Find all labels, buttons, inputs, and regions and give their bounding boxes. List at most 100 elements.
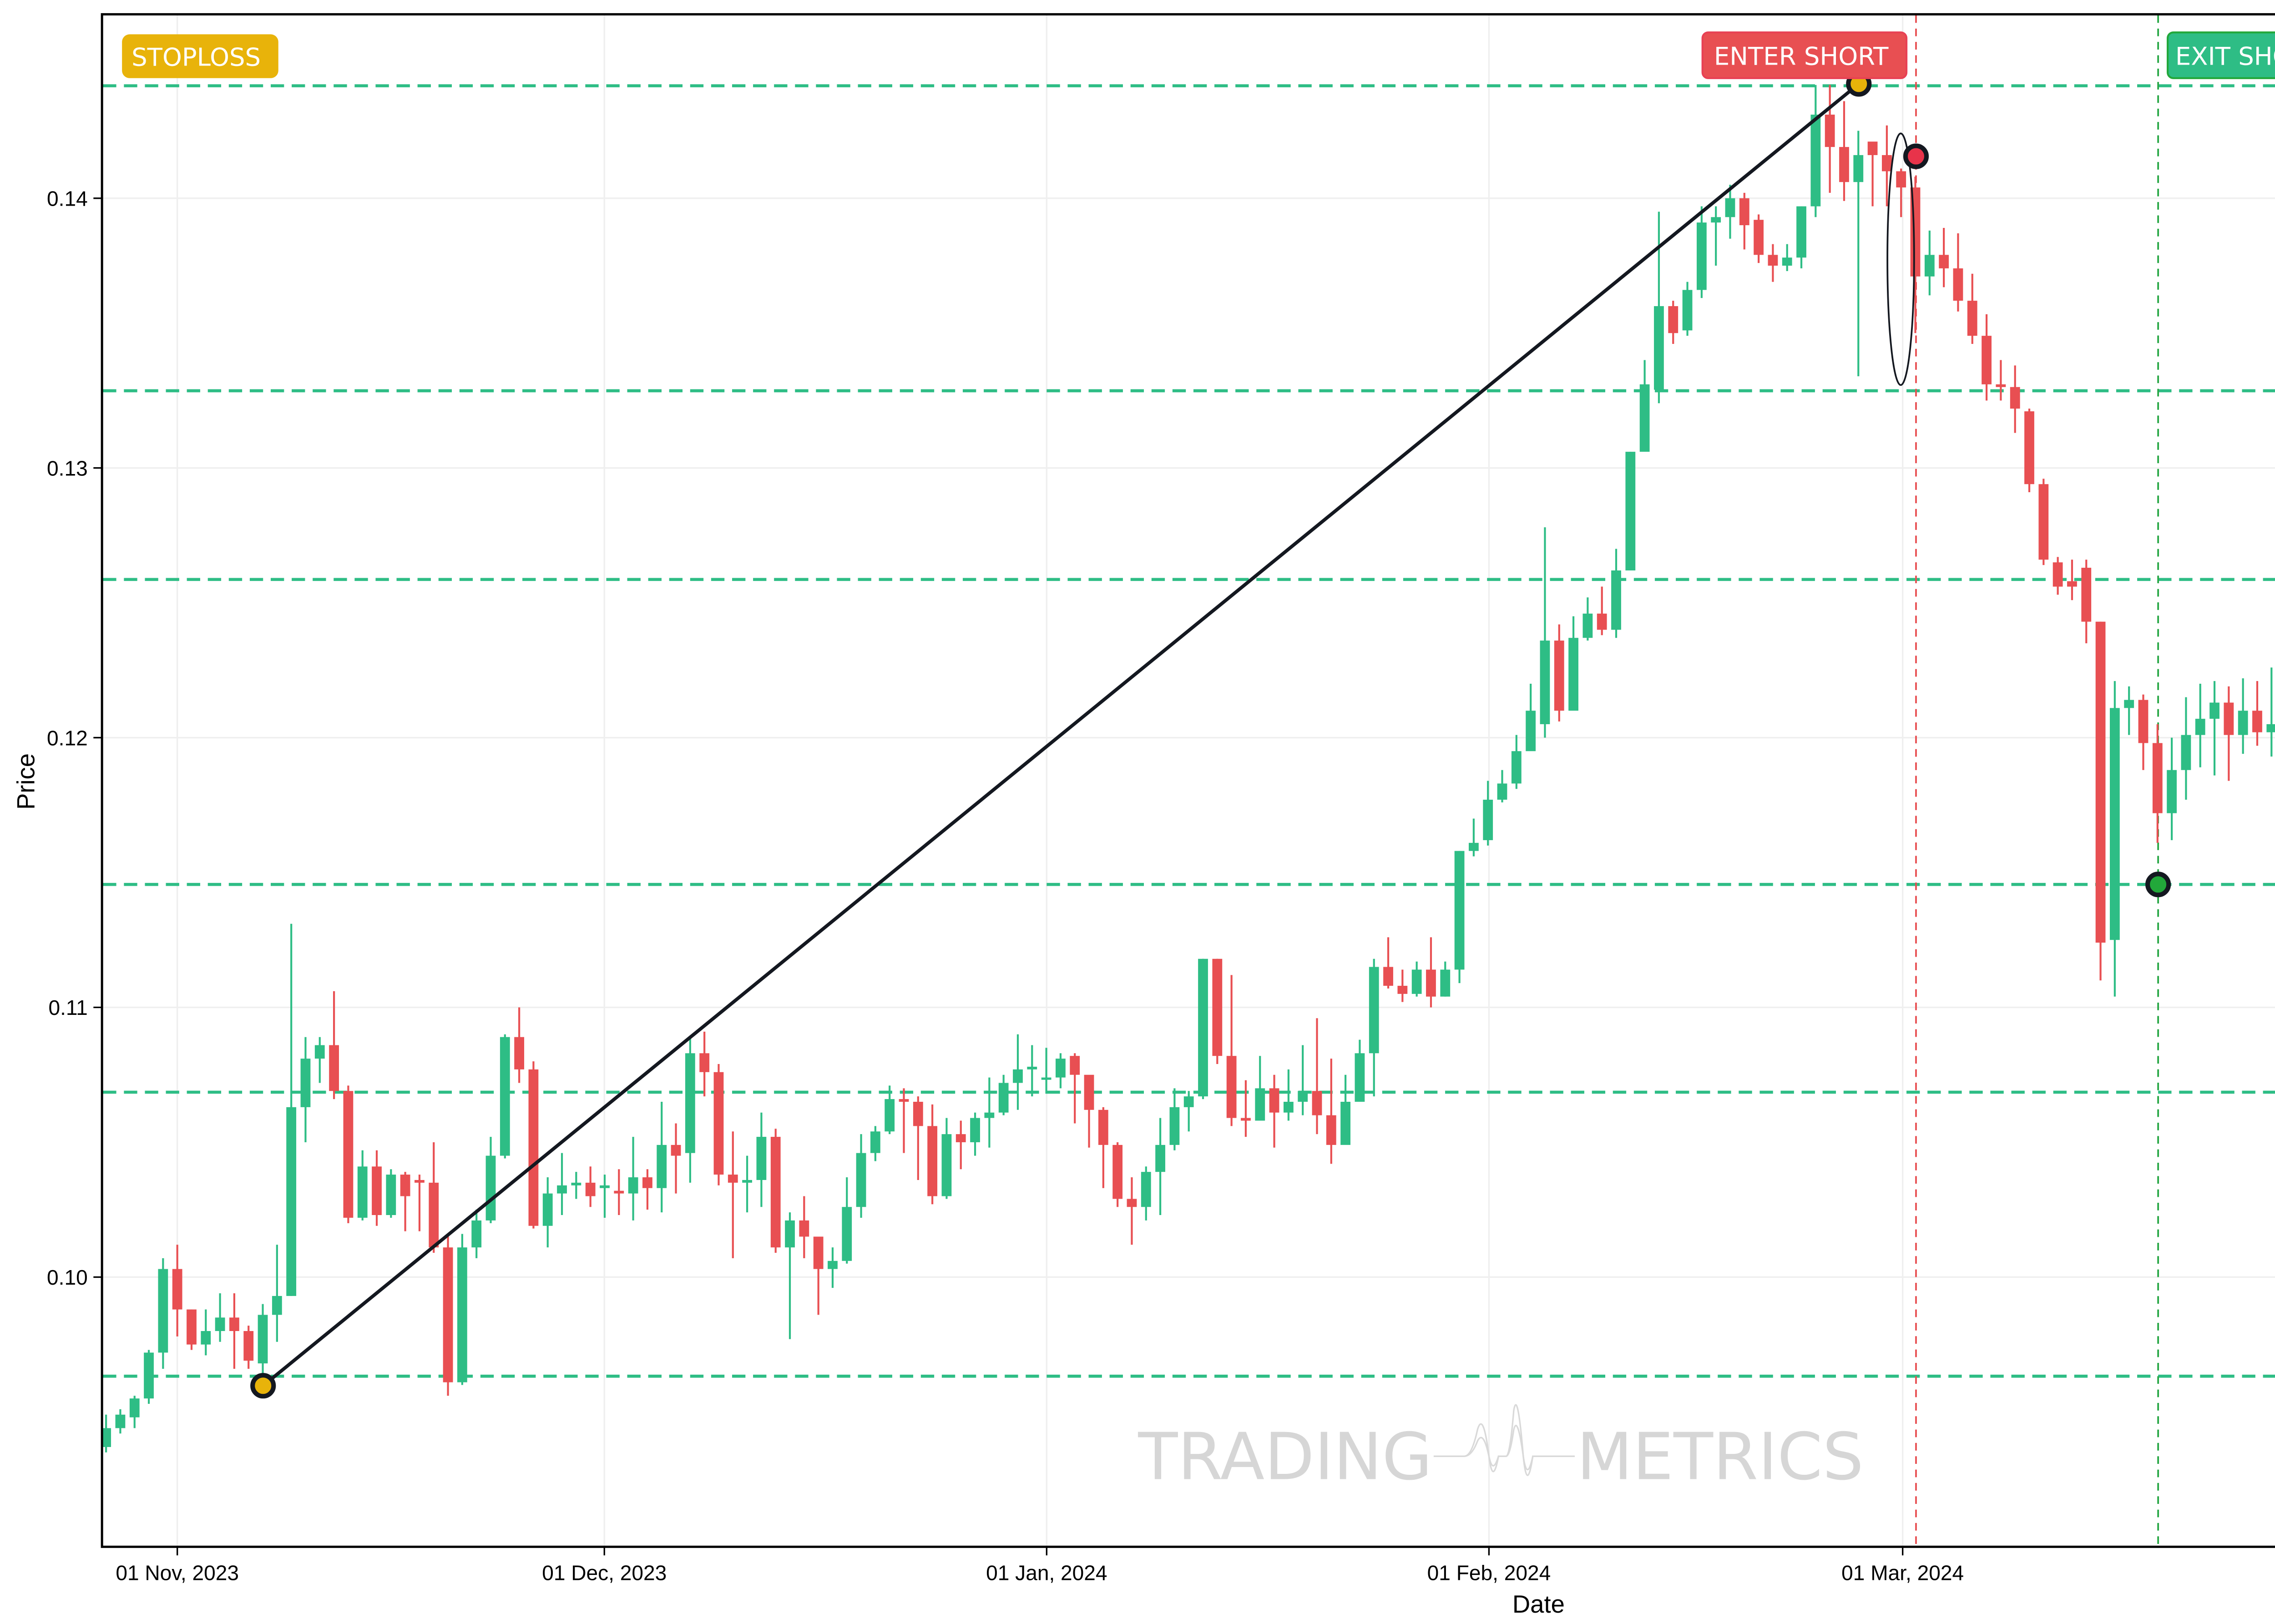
candle-body [998,1083,1009,1113]
candle-body [1454,851,1465,970]
candle-body [1027,1066,1037,1069]
candle-body [1127,1199,1137,1207]
candle-body [2024,411,2034,484]
candle-body [1440,969,1451,997]
candle-body [201,1331,211,1345]
enter-short-marker[interactable] [1903,143,1929,169]
candle-body [2224,702,2234,735]
candle-body [571,1182,581,1185]
candle-body [1269,1088,1279,1113]
candle-body [2181,735,2191,770]
candle-body [1853,155,1864,182]
exit-short-marker[interactable] [2145,872,2171,898]
highlight-ellipse [1886,132,1915,386]
candle-body [1041,1077,1052,1080]
candle-body [314,1045,325,1059]
candle-body [1996,384,2006,387]
candle-body [1896,171,1906,188]
candlestick-series [101,85,2275,1453]
y-tick-label: 0.13 [47,456,88,480]
candle-body [386,1175,396,1215]
candle-body [158,1269,168,1353]
candle-body [870,1131,880,1153]
exit-short-tag[interactable]: EXIT SHORT [2166,31,2275,79]
candle-body [1226,1056,1237,1118]
candle-body [101,1428,111,1447]
candle-body [243,1331,254,1361]
x-tick-label: 01 Jan, 2024 [986,1561,1107,1585]
y-tick-label: 0.12 [47,726,88,750]
candle-body [585,1182,596,1196]
candle-body [1141,1172,1151,1207]
candle-body [713,1072,724,1175]
candle-body [1982,336,1992,384]
candle-body [1711,217,1721,223]
watermark-text-left: TRADING [1138,1419,1432,1495]
candle-body [1554,641,1564,711]
candle-body [329,1045,339,1091]
candle-body [1611,570,1621,630]
swing-low-marker[interactable] [250,1373,276,1399]
candle-body [2038,484,2049,560]
candle-body [215,1317,225,1331]
candle-body [1169,1107,1180,1145]
candle-body [2266,724,2275,732]
candle-body [471,1220,482,1248]
candle-body [685,1053,695,1153]
candle-body [400,1175,410,1196]
candle-body [1654,306,1664,390]
candle-body [2081,568,2092,622]
candle-body [2124,700,2134,708]
candle-body [1810,114,1821,207]
x-axis-title: Date [1512,1590,1565,1618]
candle-body [1839,147,1849,182]
candle-body [357,1166,368,1218]
fib-swing-line [262,82,1860,1387]
candle-body [1825,114,1835,147]
candle-body [1283,1102,1294,1113]
x-axis: 01 Nov, 2023 01 Dec, 2023 01 Jan, 2024 0… [116,1548,1964,1618]
candle-body [300,1059,311,1107]
candle-body [2152,743,2163,813]
enter-short-tag[interactable]: ENTER SHORT [1701,31,1908,79]
candle-body [1426,969,1436,997]
candle-body [628,1177,638,1194]
plot-frame [101,13,2275,1548]
candle-body [1070,1056,1080,1075]
candle-body [1796,206,1806,258]
candle-body [1696,222,1707,290]
candle-body [1768,255,1778,266]
candle-body [1639,384,1650,452]
candle-body [1739,198,1749,226]
candle-body [1013,1069,1023,1083]
candle-body [614,1190,624,1194]
candle-body [1255,1088,1265,1121]
candle-body [813,1236,824,1269]
candle-body [1183,1096,1194,1107]
stoploss-tag[interactable]: STOPLOSS [122,34,278,78]
candle-body [1668,306,1678,333]
candle-body [1298,1091,1308,1102]
candle-body [770,1137,781,1248]
candle-body [2238,711,2248,735]
candle-body [1198,958,1208,1097]
x-tick-label: 01 Dec, 2023 [542,1561,667,1585]
candle-body [557,1185,567,1194]
candle-body [1725,198,1735,217]
candle-body [1098,1110,1108,1145]
candle-body [258,1315,268,1364]
candle-body [1882,155,1892,171]
candle-body [144,1352,154,1399]
candle-body [970,1118,980,1142]
candle-body [657,1145,667,1188]
candle-body [927,1126,938,1196]
candle-body [799,1220,809,1237]
candle-body [1326,1115,1336,1145]
candle-body [187,1309,197,1345]
candle-body [856,1153,866,1207]
y-axis-title: Price [12,753,40,810]
candle-body [899,1099,909,1102]
candle-body [1754,220,1764,255]
candle-body [1540,641,1550,724]
